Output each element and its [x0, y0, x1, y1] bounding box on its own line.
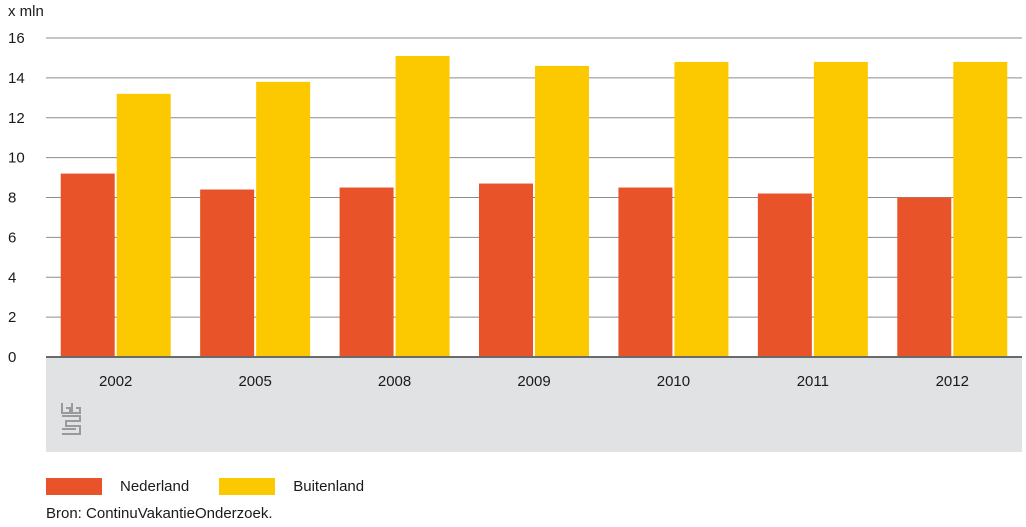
- bar-nederland-2005: [200, 189, 255, 357]
- y-tick-label: 8: [8, 190, 16, 207]
- y-tick-label: 6: [8, 229, 16, 246]
- bar-nederland-2008: [339, 187, 394, 357]
- x-tick-label: 2010: [657, 373, 690, 390]
- bar-buitenland-2009: [535, 65, 589, 357]
- y-tick-label: 14: [8, 70, 25, 87]
- x-tick-label: 2011: [797, 373, 829, 390]
- legend-swatch-nederland: [46, 478, 102, 495]
- bar-buitenland-2012: [953, 61, 1008, 358]
- legend-item-nederland: Nederland: [46, 478, 189, 495]
- bar-nederland-2002: [60, 173, 115, 357]
- x-tick-label: 2009: [517, 373, 550, 390]
- bar-nederland-2009: [479, 183, 533, 357]
- y-axis-unit-label: x mln: [8, 3, 44, 20]
- legend-label-nederland: Nederland: [120, 478, 190, 495]
- x-tick-label: 2008: [378, 373, 411, 390]
- legend-item-buitenland: Buitenland: [219, 478, 364, 495]
- bar-nederland-2010: [618, 187, 673, 357]
- bar-buitenland-2005: [256, 81, 311, 358]
- bar-buitenland-2002: [116, 93, 171, 357]
- bar-buitenland-2010: [674, 61, 729, 358]
- bar-nederland-2011: [757, 193, 812, 357]
- source-note: Bron: ContinuVakantieOnderzoek.: [46, 505, 273, 522]
- bar-nederland-2012: [897, 197, 952, 357]
- cbs-logo-icon: [60, 402, 84, 441]
- y-tick-label: 4: [8, 269, 16, 286]
- legend-label-buitenland: Buitenland: [293, 478, 365, 495]
- y-tick-label: 12: [8, 110, 25, 127]
- bar-buitenland-2008: [395, 55, 450, 357]
- y-tick-labels: 0 2 4 6 8 10 12 14 16: [8, 30, 25, 366]
- category-axis-band: [46, 358, 1022, 452]
- x-tick-label: 2005: [238, 373, 271, 390]
- legend-swatch-buitenland: [219, 478, 276, 495]
- gridlines: [46, 37, 1022, 318]
- bars: [60, 55, 1008, 358]
- y-tick-label: 2: [8, 309, 16, 326]
- x-tick-label: 2012: [936, 373, 969, 390]
- bar-buitenland-2011: [813, 61, 868, 358]
- y-tick-label: 10: [8, 150, 25, 167]
- x-tick-labels: 2002 2005 2008 2009 2010 2011 2012: [99, 373, 969, 390]
- x-tick-label: 2002: [99, 373, 132, 390]
- y-tick-label: 16: [8, 30, 25, 47]
- legend: Nederland Buitenland: [46, 478, 394, 495]
- y-tick-label: 0: [8, 349, 16, 366]
